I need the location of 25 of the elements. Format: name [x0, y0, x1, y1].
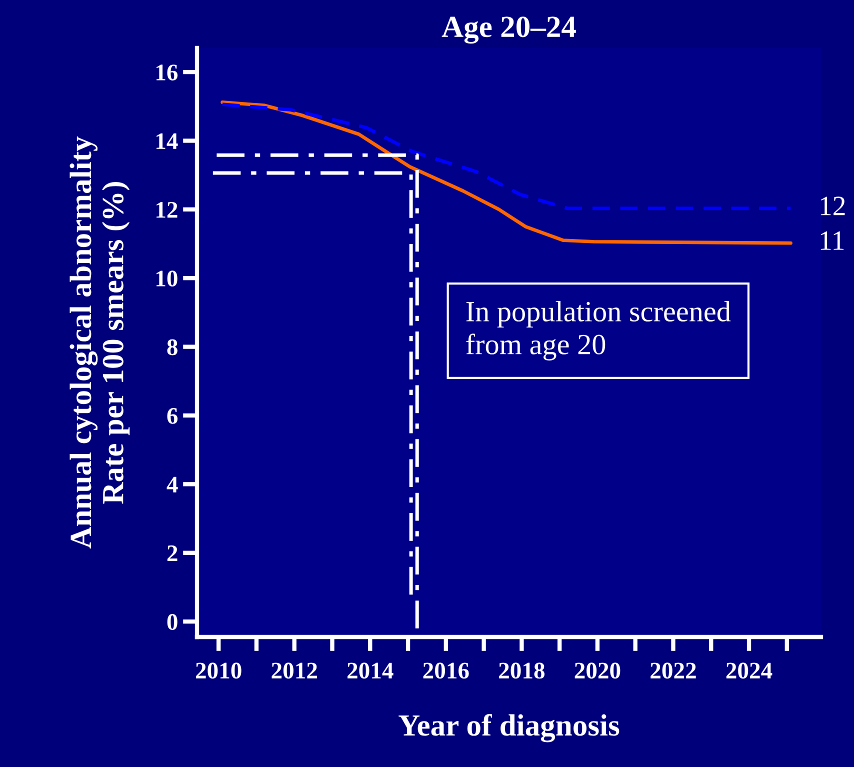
x-tick-label: 2022 [650, 662, 696, 679]
y-tick-label: 10 [156, 270, 178, 287]
chart-title: Age 20–24 [442, 16, 576, 44]
line-series [220, 100, 792, 245]
y-axis-title: Annual cytological abnormality Rate per 100 smears (%) [70, 136, 130, 548]
x-tick-label: 2014 [348, 662, 394, 679]
y-tick-label: 8 [167, 339, 178, 356]
y-tick-label: 14 [156, 133, 178, 149]
y-tick-label: 12 [156, 202, 178, 218]
x-tick-label: 2016 [423, 662, 469, 679]
y-tick-label: 6 [167, 408, 178, 424]
x-tick-label: 2012 [272, 662, 317, 679]
annotation: In population screened from age 20 [466, 301, 731, 360]
x-tick-label: 2020 [574, 662, 620, 679]
line-series [220, 102, 792, 210]
x-tick-label: 2024 [726, 662, 772, 679]
y-tick-label: 4 [166, 476, 178, 492]
y-tick-label: 16 [156, 64, 178, 80]
annotation: 11 [820, 231, 844, 250]
x-tick-label: 2018 [499, 662, 545, 679]
x-tick-label: 2010 [196, 662, 242, 679]
x-axis-title: Year of diagnosis [398, 714, 620, 742]
y-tick-label: 0 [167, 614, 178, 630]
y-tick-label: 2 [167, 545, 178, 562]
annotation: 12 [820, 196, 845, 216]
